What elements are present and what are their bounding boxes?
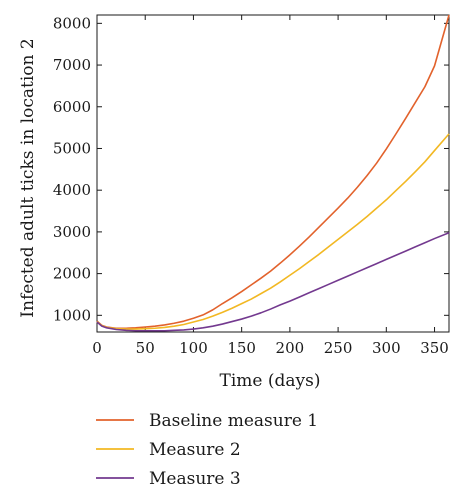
legend-label-1: Baseline measure 1 [149, 411, 318, 431]
plot-frame [96, 14, 450, 333]
legend: Baseline measure 1 Measure 2 Measure 3 [96, 411, 318, 489]
legend-label-3: Measure 3 [149, 469, 241, 489]
x-tick-label: 200 [276, 339, 305, 357]
y-tick-label: 7000 [53, 56, 91, 74]
legend-label-2: Measure 2 [149, 440, 241, 460]
x-tick-label: 0 [92, 339, 102, 357]
y-tick-label: 1000 [53, 306, 91, 324]
x-tick-label: 350 [420, 339, 449, 357]
y-tick-label: 8000 [53, 14, 91, 32]
x-tick-label: 250 [324, 339, 353, 357]
x-axis-label: Time (days) [220, 371, 321, 391]
series-group [96, 14, 450, 332]
y-tick-label: 4000 [53, 181, 91, 199]
series-line-2 [96, 133, 450, 330]
x-tick-label: 300 [372, 339, 401, 357]
x-axis-ticks: 0 50 100 150 200 250 300 350 [92, 15, 449, 357]
y-tick-label: 5000 [53, 139, 91, 157]
series-line-3 [96, 231, 450, 332]
x-tick-label: 150 [227, 339, 256, 357]
y-tick-label: 3000 [53, 223, 91, 241]
y-tick-label: 6000 [53, 98, 91, 116]
y-axis-label: Infected adult ticks in location 2 [18, 38, 38, 317]
y-tick-label: 2000 [53, 265, 91, 283]
plot-area [96, 14, 450, 333]
y-axis-ticks: 1000 2000 3000 4000 5000 6000 7000 8000 [53, 14, 449, 324]
x-tick-label: 50 [136, 339, 155, 357]
series-line-1 [96, 14, 450, 330]
x-tick-label: 100 [179, 339, 208, 357]
